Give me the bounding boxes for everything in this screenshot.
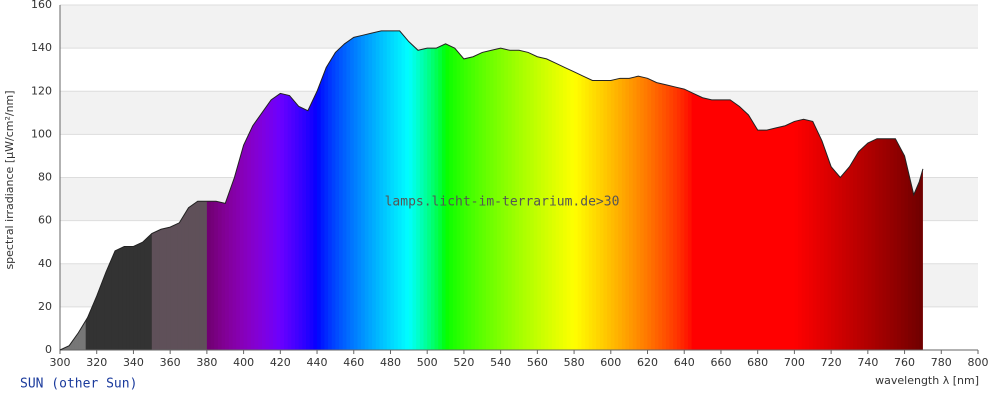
x-tick-label: 420 xyxy=(270,356,291,369)
x-tick-label: 620 xyxy=(637,356,658,369)
x-tick-label: 580 xyxy=(564,356,585,369)
x-tick-label: 660 xyxy=(710,356,731,369)
x-tick-label: 700 xyxy=(784,356,805,369)
x-tick-label: 480 xyxy=(380,356,401,369)
y-tick-label: 100 xyxy=(31,127,52,140)
x-tick-label: 760 xyxy=(894,356,915,369)
x-tick-label: 500 xyxy=(417,356,438,369)
x-tick-label: 780 xyxy=(931,356,952,369)
y-tick-label: 0 xyxy=(45,343,52,356)
y-axis-label: spectral irradiance [µW/cm²/nm] xyxy=(3,90,16,269)
x-tick-label: 400 xyxy=(233,356,254,369)
y-tick-label: 80 xyxy=(38,171,52,184)
x-tick-label: 460 xyxy=(343,356,364,369)
y-tick-label: 20 xyxy=(38,300,52,313)
y-tick-label: 160 xyxy=(31,0,52,11)
x-tick-label: 540 xyxy=(490,356,511,369)
x-tick-label: 520 xyxy=(453,356,474,369)
x-tick-label: 600 xyxy=(600,356,621,369)
y-tick-label: 140 xyxy=(31,41,52,54)
x-tick-label: 320 xyxy=(86,356,107,369)
y-tick-label: 40 xyxy=(38,257,52,270)
y-tick-label: 60 xyxy=(38,214,52,227)
chart-title: SUN (other Sun) xyxy=(20,377,137,392)
x-tick-label: 800 xyxy=(968,356,989,369)
x-tick-label: 360 xyxy=(160,356,181,369)
spectrum-line xyxy=(59,30,924,351)
x-axis-label: wavelength λ [nm] xyxy=(875,374,979,387)
x-tick-label: 560 xyxy=(527,356,548,369)
annotation: lamps.licht-im-terrarium.de>30 xyxy=(385,195,620,210)
x-tick-label: 440 xyxy=(307,356,328,369)
x-tick-label: 680 xyxy=(747,356,768,369)
x-tick-label: 640 xyxy=(674,356,695,369)
x-tick-label: 300 xyxy=(50,356,71,369)
x-tick-label: 340 xyxy=(123,356,144,369)
y-tick-label: 120 xyxy=(31,84,52,97)
x-tick-label: 720 xyxy=(821,356,842,369)
x-tick-label: 740 xyxy=(857,356,878,369)
x-tick-label: 380 xyxy=(196,356,217,369)
